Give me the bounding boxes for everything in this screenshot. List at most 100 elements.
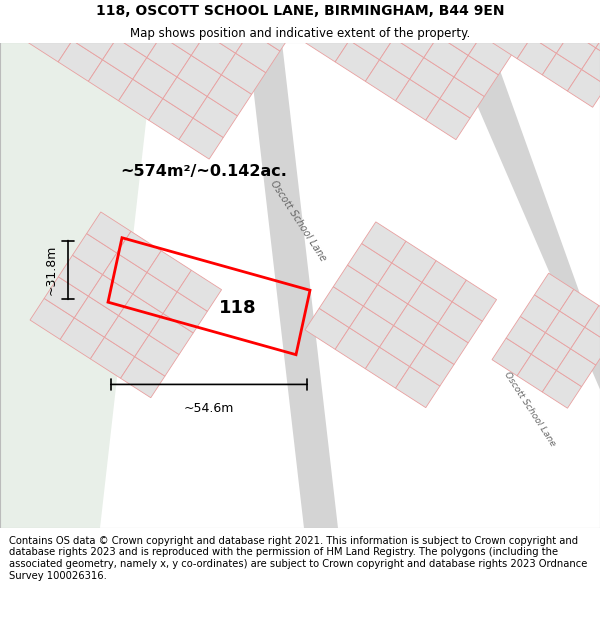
Polygon shape <box>599 0 600 4</box>
Polygon shape <box>191 34 236 75</box>
Polygon shape <box>149 99 193 139</box>
Polygon shape <box>506 0 545 37</box>
Polygon shape <box>454 56 499 96</box>
Polygon shape <box>190 0 234 12</box>
Polygon shape <box>147 251 191 292</box>
Polygon shape <box>86 0 131 38</box>
Polygon shape <box>177 56 221 96</box>
Text: Map shows position and indicative extent of the property.: Map shows position and indicative extent… <box>130 28 470 41</box>
Text: 118, OSCOTT SCHOOL LANE, BIRMINGHAM, B44 9EN: 118, OSCOTT SCHOOL LANE, BIRMINGHAM, B44… <box>96 4 504 18</box>
Polygon shape <box>377 263 422 304</box>
Polygon shape <box>88 60 133 101</box>
Polygon shape <box>581 48 600 86</box>
Polygon shape <box>335 41 380 81</box>
Polygon shape <box>556 32 596 69</box>
Polygon shape <box>394 16 438 58</box>
Polygon shape <box>42 0 86 41</box>
Polygon shape <box>334 265 377 306</box>
Polygon shape <box>571 10 600 48</box>
Polygon shape <box>220 0 264 32</box>
Polygon shape <box>424 323 468 364</box>
Polygon shape <box>91 338 135 378</box>
Polygon shape <box>365 347 410 388</box>
Polygon shape <box>517 37 556 75</box>
Polygon shape <box>438 302 482 343</box>
Polygon shape <box>177 270 221 311</box>
Polygon shape <box>73 19 117 60</box>
Polygon shape <box>452 0 497 34</box>
Polygon shape <box>0 42 155 528</box>
Polygon shape <box>305 308 349 349</box>
Polygon shape <box>492 21 532 59</box>
Polygon shape <box>305 21 349 62</box>
Polygon shape <box>535 273 574 311</box>
Text: Contains OS data © Crown copyright and database right 2021. This information is : Contains OS data © Crown copyright and d… <box>9 536 587 581</box>
Polygon shape <box>234 0 278 10</box>
Polygon shape <box>103 253 147 294</box>
Polygon shape <box>103 38 147 79</box>
Polygon shape <box>422 0 466 14</box>
Polygon shape <box>395 79 440 120</box>
Polygon shape <box>205 12 250 53</box>
Polygon shape <box>365 60 410 101</box>
Polygon shape <box>193 96 238 138</box>
Polygon shape <box>468 34 512 75</box>
Polygon shape <box>163 77 207 118</box>
Polygon shape <box>145 0 190 14</box>
Polygon shape <box>408 0 452 36</box>
Polygon shape <box>545 311 585 349</box>
Text: ~574m²/~0.142ac.: ~574m²/~0.142ac. <box>120 164 287 179</box>
Polygon shape <box>264 0 308 29</box>
Polygon shape <box>380 38 424 79</box>
Polygon shape <box>334 0 377 19</box>
Polygon shape <box>163 292 208 333</box>
Text: 118: 118 <box>219 299 257 317</box>
Polygon shape <box>560 0 599 10</box>
Polygon shape <box>542 53 581 91</box>
Polygon shape <box>532 332 571 371</box>
Text: Oscott School Lane: Oscott School Lane <box>503 371 557 448</box>
Polygon shape <box>161 14 205 56</box>
Polygon shape <box>466 0 511 12</box>
Polygon shape <box>520 0 560 16</box>
Polygon shape <box>74 296 119 338</box>
Polygon shape <box>121 357 165 398</box>
Polygon shape <box>392 241 436 282</box>
Polygon shape <box>73 234 117 274</box>
Polygon shape <box>30 298 74 339</box>
Polygon shape <box>440 77 484 118</box>
Polygon shape <box>568 69 600 108</box>
Polygon shape <box>248 42 338 528</box>
Polygon shape <box>175 0 220 34</box>
Polygon shape <box>56 0 101 19</box>
Polygon shape <box>426 99 470 139</box>
Polygon shape <box>101 0 145 16</box>
Polygon shape <box>506 316 545 354</box>
Polygon shape <box>349 19 394 60</box>
Polygon shape <box>517 354 556 392</box>
Polygon shape <box>347 244 392 284</box>
Polygon shape <box>117 231 161 272</box>
Polygon shape <box>410 58 454 99</box>
Polygon shape <box>596 26 600 64</box>
Polygon shape <box>86 212 131 253</box>
Polygon shape <box>131 0 175 36</box>
Polygon shape <box>422 261 466 302</box>
Polygon shape <box>89 274 133 316</box>
Polygon shape <box>511 0 555 10</box>
Polygon shape <box>380 326 424 367</box>
Polygon shape <box>542 371 581 408</box>
Polygon shape <box>532 16 571 53</box>
Polygon shape <box>179 118 223 159</box>
Polygon shape <box>492 338 532 376</box>
Polygon shape <box>117 16 161 58</box>
Polygon shape <box>349 306 394 347</box>
Polygon shape <box>560 289 599 328</box>
Polygon shape <box>250 10 294 51</box>
Polygon shape <box>556 349 596 387</box>
Polygon shape <box>364 0 408 38</box>
Polygon shape <box>221 53 266 94</box>
Polygon shape <box>133 272 177 314</box>
Polygon shape <box>104 316 149 357</box>
Polygon shape <box>408 282 452 323</box>
